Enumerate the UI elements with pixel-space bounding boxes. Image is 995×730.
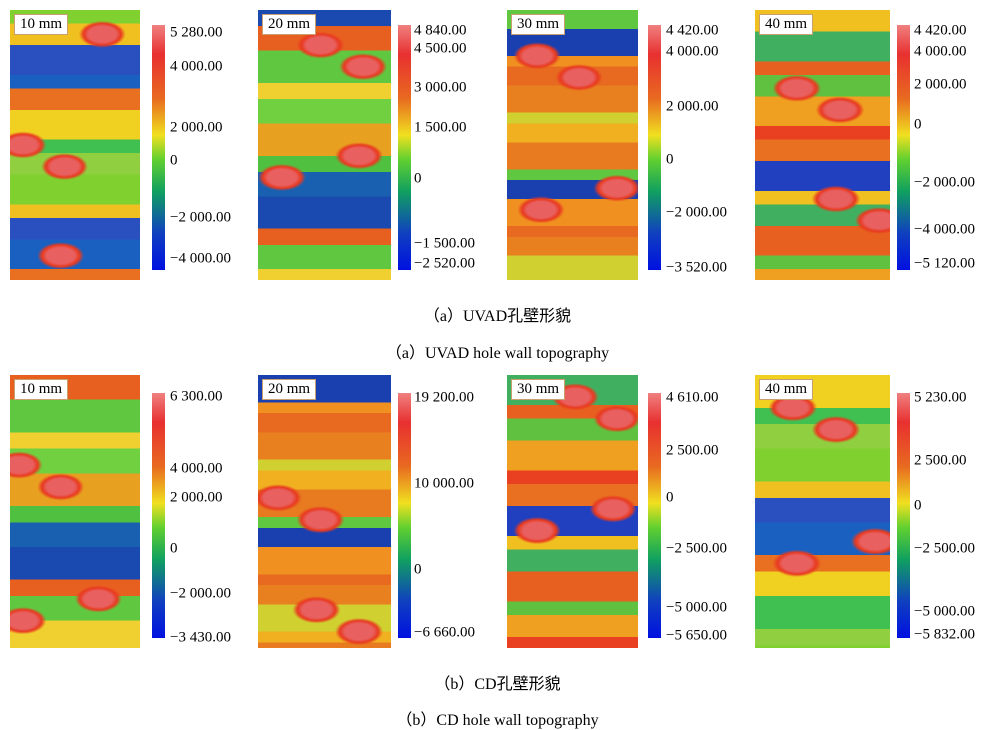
panel-label: 30 mm bbox=[511, 14, 565, 35]
colorbar-tick-label: −2 000.00 bbox=[914, 176, 975, 191]
colorbar-tick-label: 4 500.00 bbox=[414, 42, 467, 57]
colorbar bbox=[648, 393, 661, 638]
caption-cn: （b）CD孔壁形貌 bbox=[0, 670, 995, 694]
colorbar-tick-label: 4 840.00 bbox=[414, 24, 467, 39]
colorbar-tick-label: −5 120.00 bbox=[914, 257, 975, 272]
topography-image bbox=[755, 10, 890, 280]
colorbar-tick-label: −3 430.00 bbox=[170, 631, 231, 646]
colorbar-tick-label: 2 500.00 bbox=[666, 444, 719, 459]
colorbar-tick-label: 0 bbox=[170, 542, 178, 557]
colorbar-tick-label: −1 500.00 bbox=[414, 237, 475, 252]
panel-label: 20 mm bbox=[262, 14, 316, 35]
panel-label: 30 mm bbox=[511, 379, 565, 400]
panel-label: 40 mm bbox=[759, 379, 813, 400]
panel-label: 40 mm bbox=[759, 14, 813, 35]
colorbar-tick-label: 0 bbox=[414, 172, 422, 187]
colorbar-tick-label: 0 bbox=[666, 153, 674, 168]
colorbar-tick-label: 5 230.00 bbox=[914, 391, 967, 406]
colorbar-tick-label: −2 520.00 bbox=[414, 257, 475, 272]
colorbar-tick-label: 4 000.00 bbox=[914, 45, 967, 60]
colorbar-tick-label: −4 000.00 bbox=[914, 223, 975, 238]
colorbar-tick-label: −2 000.00 bbox=[170, 587, 231, 602]
colorbar-tick-label: −5 000.00 bbox=[914, 605, 975, 620]
colorbar-tick-label: 4 000.00 bbox=[170, 462, 223, 477]
topography-image bbox=[755, 375, 890, 648]
panel-label: 10 mm bbox=[14, 379, 68, 400]
figure: （a）UVAD孔壁形貌 （a）UVAD hole wall topography… bbox=[0, 0, 995, 729]
colorbar-tick-label: 1 500.00 bbox=[414, 121, 467, 136]
topography-image bbox=[258, 10, 391, 280]
colorbar bbox=[152, 393, 165, 638]
colorbar bbox=[398, 25, 411, 270]
colorbar-tick-label: 2 500.00 bbox=[914, 454, 967, 469]
colorbar bbox=[897, 25, 910, 270]
topography-image bbox=[507, 375, 638, 648]
colorbar bbox=[648, 25, 661, 270]
topography-image bbox=[10, 375, 140, 648]
colorbar-tick-label: −5 650.00 bbox=[666, 629, 727, 644]
colorbar-tick-label: 3 000.00 bbox=[414, 81, 467, 96]
colorbar-tick-label: −2 500.00 bbox=[666, 542, 727, 557]
colorbar-tick-label: −5 000.00 bbox=[666, 601, 727, 616]
colorbar-tick-label: −2 000.00 bbox=[170, 211, 231, 226]
colorbar-tick-label: 2 000.00 bbox=[666, 100, 719, 115]
caption-en: （b）CD hole wall topography bbox=[0, 706, 995, 730]
colorbar-tick-label: −4 000.00 bbox=[170, 252, 231, 267]
colorbar-tick-label: 0 bbox=[170, 154, 178, 169]
colorbar-tick-label: 19 200.00 bbox=[414, 391, 474, 406]
colorbar-tick-label: 4 420.00 bbox=[666, 24, 719, 39]
colorbar-tick-label: 4 610.00 bbox=[666, 391, 719, 406]
colorbar-tick-label: −2 000.00 bbox=[666, 206, 727, 221]
colorbar-tick-label: 4 000.00 bbox=[666, 45, 719, 60]
colorbar-tick-label: −3 520.00 bbox=[666, 261, 727, 276]
colorbar-tick-label: 2 000.00 bbox=[170, 121, 223, 136]
colorbar-tick-label: 0 bbox=[414, 563, 422, 578]
colorbar-tick-label: 2 000.00 bbox=[914, 78, 967, 93]
panel-label: 10 mm bbox=[14, 14, 68, 35]
colorbar bbox=[152, 25, 165, 270]
colorbar-tick-label: −2 500.00 bbox=[914, 542, 975, 557]
topography-image bbox=[258, 375, 391, 648]
colorbar bbox=[897, 393, 910, 638]
colorbar bbox=[398, 393, 411, 638]
topography-image bbox=[10, 10, 140, 280]
colorbar-tick-label: 6 300.00 bbox=[170, 390, 223, 405]
panel-label: 20 mm bbox=[262, 379, 316, 400]
colorbar-tick-label: 10 000.00 bbox=[414, 477, 474, 492]
topography-image bbox=[507, 10, 638, 280]
colorbar-tick-label: 0 bbox=[666, 491, 674, 506]
colorbar-tick-label: 4 420.00 bbox=[914, 24, 967, 39]
colorbar-tick-label: −5 832.00 bbox=[914, 628, 975, 643]
caption-en: （a）UVAD hole wall topography bbox=[0, 339, 995, 363]
colorbar-tick-label: 5 280.00 bbox=[170, 26, 223, 41]
colorbar-tick-label: 4 000.00 bbox=[170, 60, 223, 75]
colorbar-tick-label: −6 660.00 bbox=[414, 626, 475, 641]
colorbar-tick-label: 0 bbox=[914, 118, 922, 133]
caption-cn: （a）UVAD孔壁形貌 bbox=[0, 302, 995, 326]
colorbar-tick-label: 0 bbox=[914, 499, 922, 514]
colorbar-tick-label: 2 000.00 bbox=[170, 491, 223, 506]
